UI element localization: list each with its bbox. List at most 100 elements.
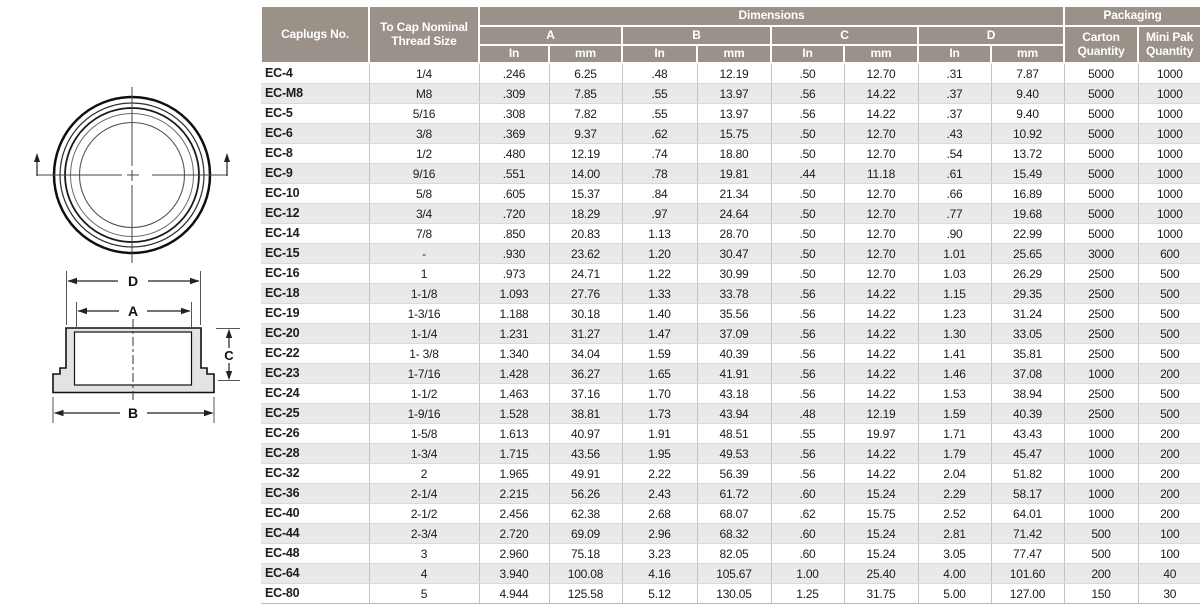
caplugs-no-cell: EC-12 <box>261 203 370 224</box>
d_mm-cell: 101.60 <box>991 563 1065 584</box>
b_mm-cell: 61.72 <box>697 483 772 504</box>
header-thread-size: To Cap Nominal Thread Size <box>368 5 480 64</box>
carton_qty-cell: 5000 <box>1064 83 1139 104</box>
d_mm-cell: 7.87 <box>991 63 1065 84</box>
a_mm-cell: 9.37 <box>549 123 623 144</box>
d_in-cell: 5.00 <box>918 583 992 604</box>
a_mm-cell: 23.62 <box>549 243 623 264</box>
caplugs-no-cell: EC-5 <box>261 103 370 124</box>
d_mm-cell: 38.94 <box>991 383 1065 404</box>
a_mm-cell: 36.27 <box>549 363 623 384</box>
b_mm-cell: 35.56 <box>697 303 772 324</box>
c_in-cell: 1.25 <box>771 583 845 604</box>
b_in-cell: 2.43 <box>622 483 698 504</box>
minipak_qty-cell: 1000 <box>1138 163 1200 184</box>
c_in-cell: .56 <box>771 443 845 464</box>
d_in-cell: 1.01 <box>918 243 992 264</box>
header-b-mm: mm <box>696 44 772 64</box>
carton_qty-cell: 5000 <box>1064 203 1139 224</box>
carton_qty-cell: 1000 <box>1064 463 1139 484</box>
d_mm-cell: 40.39 <box>991 403 1065 424</box>
a_mm-cell: 12.19 <box>549 143 623 164</box>
table-row: EC-28 1-3/4 1.715 43.56 1.95 49.53.56 14.22 1.7… <box>261 443 1200 464</box>
b_in-cell: .78 <box>622 163 698 184</box>
minipak_qty-cell: 600 <box>1138 243 1200 264</box>
b_in-cell: .48 <box>622 63 698 84</box>
d_mm-cell: 71.42 <box>991 523 1065 544</box>
thread_size-cell: 1-9/16 <box>369 403 480 424</box>
b_in-cell: 1.95 <box>622 443 698 464</box>
minipak_qty-cell: 500 <box>1138 303 1200 324</box>
d_in-cell: .66 <box>918 183 992 204</box>
table-row: EC-9 9/16.551 14.00.78 19.81.44 11.18.61 15.4… <box>261 163 1200 184</box>
b_in-cell: .55 <box>622 83 698 104</box>
caplugs-no-cell: EC-8 <box>261 143 370 164</box>
a_in-cell: .930 <box>479 243 550 264</box>
header-minipak-qty: Mini Pak Quantity <box>1137 25 1200 64</box>
a_mm-cell: 75.18 <box>549 543 623 564</box>
thread_size-cell: 1-3/4 <box>369 443 480 464</box>
header-caplugs-no: Caplugs No. <box>260 5 370 64</box>
c_in-cell: .50 <box>771 223 845 244</box>
a_in-cell: .246 <box>479 63 550 84</box>
c_mm-cell: 12.70 <box>844 183 919 204</box>
d_in-cell: 1.30 <box>918 323 992 344</box>
b_mm-cell: 28.70 <box>697 223 772 244</box>
c_mm-cell: 19.97 <box>844 423 919 444</box>
a_in-cell: 1.965 <box>479 463 550 484</box>
carton_qty-cell: 150 <box>1064 583 1139 604</box>
table-row: EC-19 1-3/16 1.188 30.18 1.40 35.56.56 14.22 1.… <box>261 303 1200 324</box>
c_mm-cell: 12.70 <box>844 263 919 284</box>
minipak_qty-cell: 200 <box>1138 463 1200 484</box>
minipak_qty-cell: 40 <box>1138 563 1200 584</box>
b_in-cell: .74 <box>622 143 698 164</box>
carton_qty-cell: 5000 <box>1064 223 1139 244</box>
header-dim-d: D <box>916 25 1066 46</box>
d_in-cell: 2.52 <box>918 503 992 524</box>
minipak_qty-cell: 500 <box>1138 383 1200 404</box>
carton_qty-cell: 5000 <box>1064 123 1139 144</box>
d_in-cell: 1.53 <box>918 383 992 404</box>
table-row: EC-8 1/2.480 12.19.74 18.80.50 12.70.54 13.72… <box>261 143 1200 164</box>
header-b-in: In <box>621 44 698 64</box>
d_in-cell: .37 <box>918 103 992 124</box>
thread_size-cell: 4 <box>369 563 480 584</box>
thread_size-cell: 3/8 <box>369 123 480 144</box>
b_in-cell: 1.47 <box>622 323 698 344</box>
caplugs-no-cell: EC-18 <box>261 283 370 304</box>
a_in-cell: 1.340 <box>479 343 550 364</box>
b_mm-cell: 68.07 <box>697 503 772 524</box>
b_mm-cell: 33.78 <box>697 283 772 304</box>
a_mm-cell: 7.85 <box>549 83 623 104</box>
section-arrow-right <box>224 153 230 176</box>
table-row: EC-22 1- 3/8 1.340 34.04 1.59 40.39.56 14.22 1.… <box>261 343 1200 364</box>
d_mm-cell: 26.29 <box>991 263 1065 284</box>
minipak_qty-cell: 200 <box>1138 483 1200 504</box>
caplugs-no-cell: EC-40 <box>261 503 370 524</box>
a_in-cell: 1.188 <box>479 303 550 324</box>
c_mm-cell: 12.19 <box>844 403 919 424</box>
thread_size-cell: 5 <box>369 583 480 604</box>
c_in-cell: .50 <box>771 203 845 224</box>
b_mm-cell: 43.18 <box>697 383 772 404</box>
d_in-cell: 3.05 <box>918 543 992 564</box>
d_in-cell: 1.71 <box>918 423 992 444</box>
carton_qty-cell: 2500 <box>1064 403 1139 424</box>
c_mm-cell: 11.18 <box>844 163 919 184</box>
b_in-cell: .62 <box>622 123 698 144</box>
caplugs-no-cell: EC-26 <box>261 423 370 444</box>
a_in-cell: .551 <box>479 163 550 184</box>
minipak_qty-cell: 500 <box>1138 263 1200 284</box>
carton_qty-cell: 2500 <box>1064 323 1139 344</box>
b_in-cell: 4.16 <box>622 563 698 584</box>
d_mm-cell: 15.49 <box>991 163 1065 184</box>
carton_qty-cell: 2500 <box>1064 343 1139 364</box>
caplugs-no-cell: EC-36 <box>261 483 370 504</box>
d_mm-cell: 51.82 <box>991 463 1065 484</box>
c_mm-cell: 25.40 <box>844 563 919 584</box>
a_mm-cell: 18.29 <box>549 203 623 224</box>
thread_size-cell: 1- 3/8 <box>369 343 480 364</box>
d_in-cell: 1.46 <box>918 363 992 384</box>
carton_qty-cell: 500 <box>1064 523 1139 544</box>
b_mm-cell: 48.51 <box>697 423 772 444</box>
